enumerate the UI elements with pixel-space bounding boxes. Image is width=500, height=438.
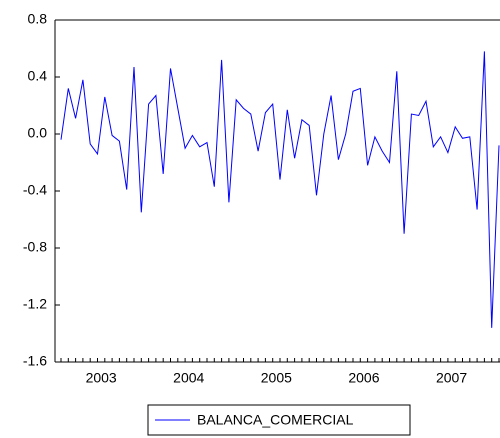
- x-tick-label: 2004: [173, 370, 204, 386]
- x-tick-label: 2003: [86, 370, 117, 386]
- y-tick-label: -1.6: [23, 353, 47, 369]
- x-tick-label: 2005: [261, 370, 292, 386]
- y-tick-label: 0.8: [28, 11, 48, 27]
- legend-label: BALANCA_COMERCIAL: [197, 412, 354, 428]
- y-tick-label: -0.8: [23, 239, 47, 255]
- data-line: [60, 51, 500, 328]
- x-tick-label: 2006: [348, 370, 379, 386]
- legend-box: [147, 404, 411, 436]
- y-tick-label: -1.2: [23, 296, 47, 312]
- y-tick-label: -0.4: [23, 182, 47, 198]
- y-tick-label: 0.0: [28, 125, 48, 141]
- x-tick-label: 2007: [436, 370, 467, 386]
- y-tick-label: 0.4: [28, 68, 48, 84]
